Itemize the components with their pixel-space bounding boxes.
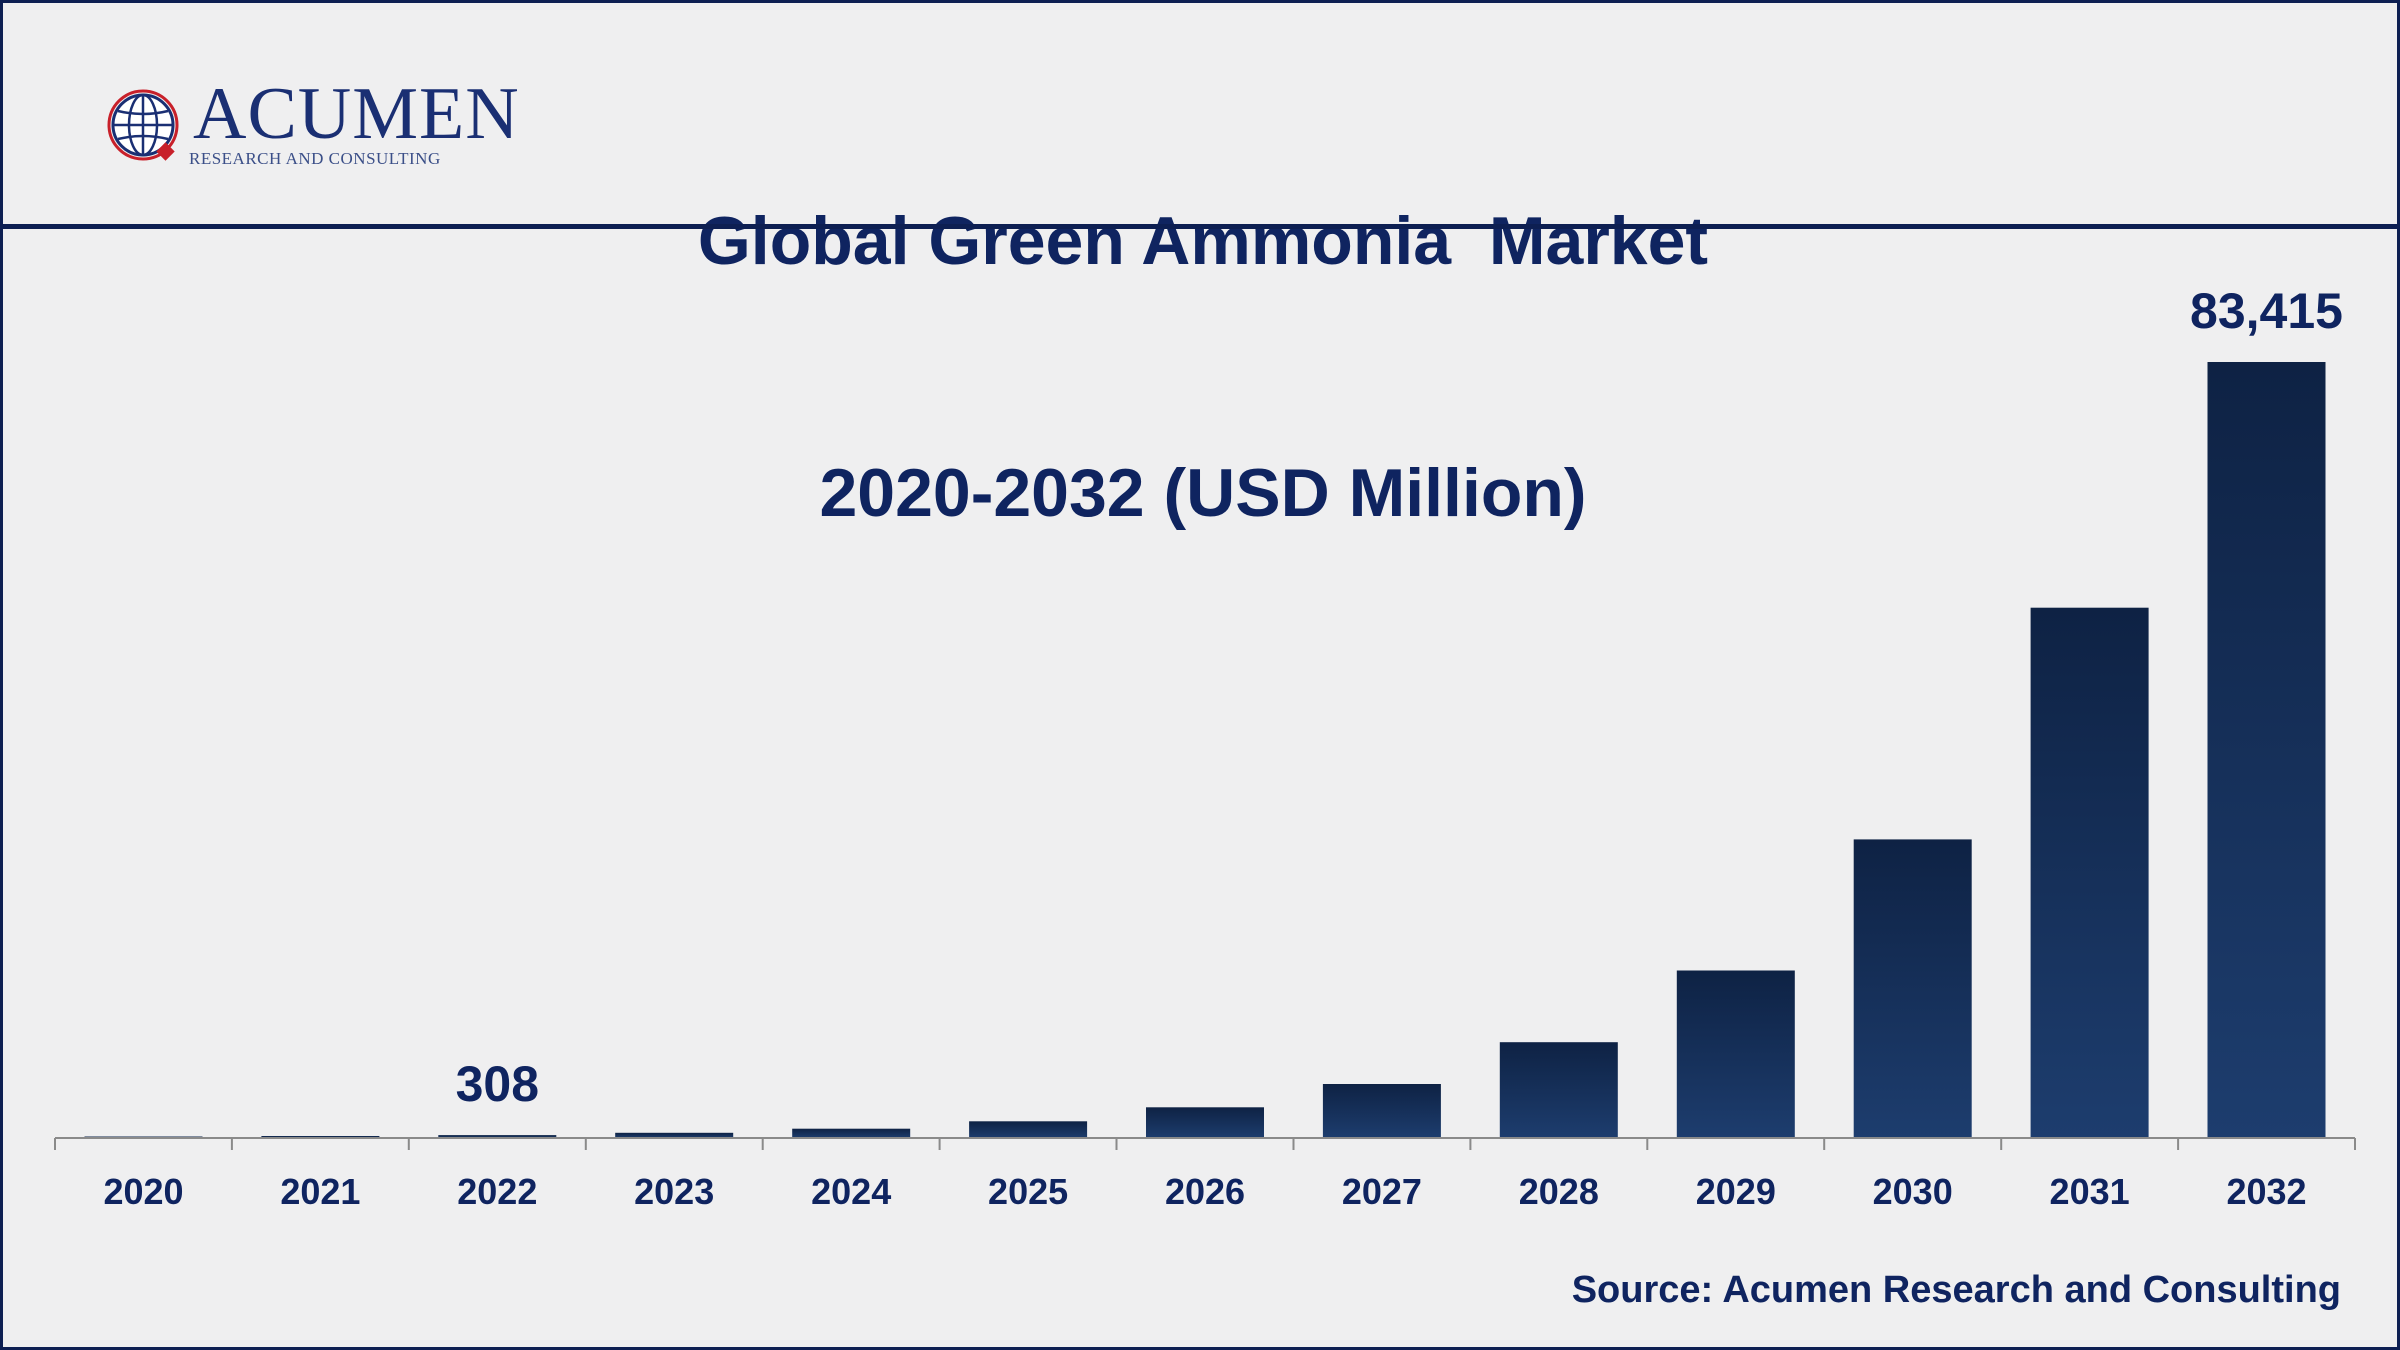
- tick-label-2030: 2030: [1873, 1171, 1953, 1212]
- bar-2024: [792, 1128, 911, 1138]
- logo-name: ACUMEN: [193, 73, 520, 155]
- logo: ACUMEN RESEARCH AND CONSULTING: [101, 77, 519, 173]
- bar-2030: [1853, 839, 1972, 1138]
- bar-2022: [438, 1135, 557, 1138]
- bar-chart: 2020 2021 2022 2023 2024 2025 2026 2027 2028 2029…: [54, 283, 2356, 1212]
- header: ACUMEN RESEARCH AND CONSULTING Global Gr…: [3, 3, 2400, 531]
- data-label-2022: 308: [456, 1056, 539, 1112]
- tick-label-2028: 2028: [1519, 1171, 1599, 1212]
- title-line-2: 2020-2032 (USD Million): [819, 455, 1587, 531]
- logo-tagline: RESEARCH AND CONSULTING: [189, 149, 441, 168]
- tick-label-2023: 2023: [634, 1171, 714, 1212]
- bar-2025: [969, 1121, 1088, 1138]
- title-line-1: Global Green Ammonia Market: [697, 203, 1709, 279]
- data-label-2032: 83,415: [2190, 283, 2343, 339]
- tick-label-2027: 2027: [1342, 1171, 1422, 1212]
- tick-label-2032: 2032: [2226, 1171, 2306, 1212]
- source-note: Source: Acumen Research and Consulting: [1571, 1269, 2341, 1311]
- bar-2029: [1676, 970, 1795, 1138]
- chart-title: Global Green Ammonia Market 2020-2032 (U…: [473, 31, 1933, 703]
- header-divider: [3, 224, 2400, 229]
- tick-label-2031: 2031: [2050, 1171, 2130, 1212]
- tick-label-2025: 2025: [988, 1171, 1068, 1212]
- tick-label-2024: 2024: [811, 1171, 891, 1212]
- tick-label-2029: 2029: [1696, 1171, 1776, 1212]
- tick-label-2020: 2020: [103, 1171, 183, 1212]
- bar-2023: [615, 1132, 734, 1138]
- bar-2031: [2030, 607, 2149, 1138]
- bar-2032: [2207, 362, 2326, 1138]
- bar-2027: [1322, 1084, 1441, 1138]
- globe-icon: [107, 89, 179, 161]
- tick-label-2021: 2021: [280, 1171, 360, 1212]
- tick-label-2026: 2026: [1165, 1171, 1245, 1212]
- bar-2028: [1499, 1042, 1618, 1138]
- tick-label-2022: 2022: [457, 1171, 537, 1212]
- bar-2026: [1146, 1107, 1264, 1138]
